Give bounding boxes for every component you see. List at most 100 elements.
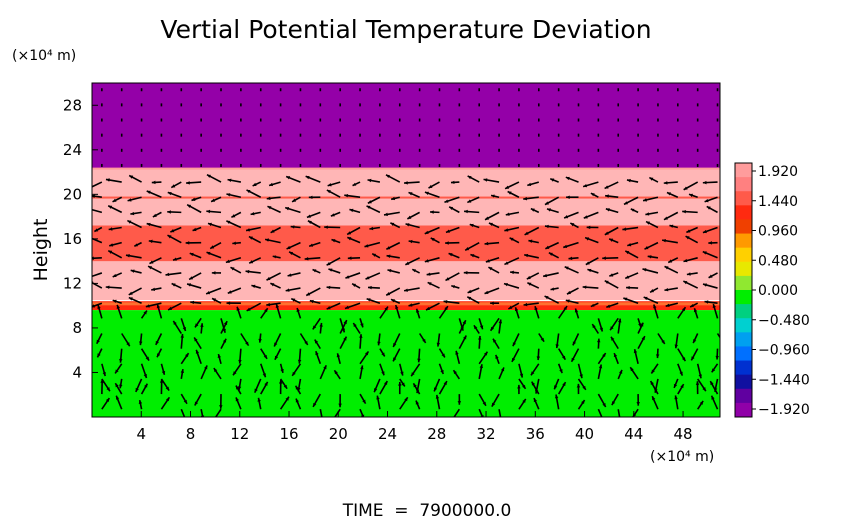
velocity-arrow <box>418 88 421 92</box>
velocity-arrow <box>484 287 500 295</box>
velocity-arrow <box>398 118 401 122</box>
velocity-arrow <box>392 333 401 348</box>
velocity-arrow <box>200 365 208 380</box>
velocity-arrow <box>339 318 346 333</box>
velocity-arrow <box>92 302 103 308</box>
velocity-arrow <box>518 148 520 152</box>
velocity-arrow <box>677 363 684 376</box>
velocity-arrow <box>200 88 202 92</box>
velocity-arrow <box>376 395 381 410</box>
velocity-arrow <box>577 163 580 167</box>
velocity-arrow <box>518 398 527 410</box>
velocity-arrow <box>478 393 487 407</box>
velocity-arrow <box>338 394 342 408</box>
velocity-arrow <box>180 118 183 122</box>
velocity-arrow <box>339 133 341 137</box>
velocity-arrow <box>359 365 364 380</box>
velocity-arrow <box>642 196 659 202</box>
velocity-arrow <box>160 396 171 410</box>
velocity-arrow <box>101 397 111 410</box>
x-tick-label: 44 <box>624 425 643 443</box>
velocity-arrow <box>394 304 401 319</box>
velocity-arrow <box>112 272 123 278</box>
velocity-arrow <box>319 148 322 152</box>
velocity-arrow <box>709 380 719 395</box>
velocity-arrow <box>194 317 202 328</box>
velocity-arrow <box>424 257 440 263</box>
velocity-arrow <box>498 103 500 107</box>
velocity-arrow <box>170 226 182 233</box>
colorbar-swatch <box>735 290 752 305</box>
velocity-arrow <box>171 282 182 289</box>
velocity-arrow <box>597 103 600 107</box>
velocity-arrow <box>248 235 262 244</box>
velocity-arrow <box>220 118 222 122</box>
velocity-arrow <box>696 88 699 92</box>
colorbar-swatch <box>735 205 752 220</box>
velocity-arrow <box>557 363 563 374</box>
velocity-arrow <box>379 348 386 357</box>
velocity-arrow <box>524 226 540 236</box>
velocity-arrow <box>597 352 607 365</box>
velocity-arrow <box>415 378 421 394</box>
velocity-arrow <box>200 133 202 137</box>
velocity-arrow <box>683 280 699 289</box>
velocity-arrow <box>190 300 202 305</box>
velocity-arrow <box>438 88 441 92</box>
velocity-arrow <box>307 220 321 229</box>
velocity-arrow <box>290 225 301 229</box>
velocity-arrow <box>637 335 646 350</box>
velocity-arrow <box>304 256 321 261</box>
velocity-arrow <box>160 163 163 167</box>
velocity-arrow <box>115 395 123 410</box>
velocity-arrow <box>677 103 679 107</box>
velocity-arrow <box>128 287 142 296</box>
velocity-arrow <box>160 148 163 152</box>
velocity-arrow <box>279 133 282 137</box>
velocity-arrow <box>702 226 718 234</box>
velocity-arrow <box>478 133 481 137</box>
y-tick-label: 12 <box>63 274 82 292</box>
velocity-arrow <box>498 319 503 334</box>
velocity-arrow <box>716 148 719 152</box>
velocity-arrow <box>319 88 322 92</box>
velocity-arrow <box>268 181 281 187</box>
velocity-arrow <box>309 299 321 304</box>
velocity-arrow <box>180 408 186 417</box>
velocity-arrow <box>312 268 321 274</box>
velocity-arrow <box>365 272 381 280</box>
velocity-arrow <box>664 287 678 292</box>
velocity-arrow <box>651 395 659 410</box>
velocity-arrow <box>445 226 460 234</box>
velocity-arrow <box>544 224 559 229</box>
colorbar-swatch <box>735 388 752 404</box>
velocity-arrow <box>130 269 142 274</box>
velocity-arrow <box>210 196 222 203</box>
velocity-arrow <box>704 300 718 305</box>
velocity-arrow <box>518 133 520 137</box>
velocity-arrow <box>591 323 600 334</box>
velocity-arrow <box>478 163 481 167</box>
velocity-arrow <box>299 103 302 107</box>
velocity-arrow <box>140 103 143 107</box>
velocity-arrow <box>665 302 679 308</box>
velocity-arrow <box>677 163 679 167</box>
velocity-arrow <box>667 257 679 264</box>
velocity-arrow <box>577 148 580 152</box>
velocity-arrow <box>438 305 449 319</box>
velocity-arrow <box>557 133 560 137</box>
velocity-arrow <box>194 393 202 406</box>
velocity-arrow <box>207 222 222 229</box>
velocity-arrow <box>259 148 262 152</box>
velocity-arrow <box>451 285 460 289</box>
velocity-arrow <box>359 318 364 328</box>
velocity-arrow <box>398 382 402 395</box>
velocity-arrow <box>569 222 579 229</box>
velocity-arrow <box>503 282 520 289</box>
velocity-arrow <box>410 363 421 377</box>
velocity-arrow <box>467 287 480 294</box>
velocity-arrow <box>605 208 619 214</box>
velocity-arrow <box>180 133 183 137</box>
velocity-arrow <box>537 148 540 152</box>
velocity-arrow <box>266 302 281 307</box>
